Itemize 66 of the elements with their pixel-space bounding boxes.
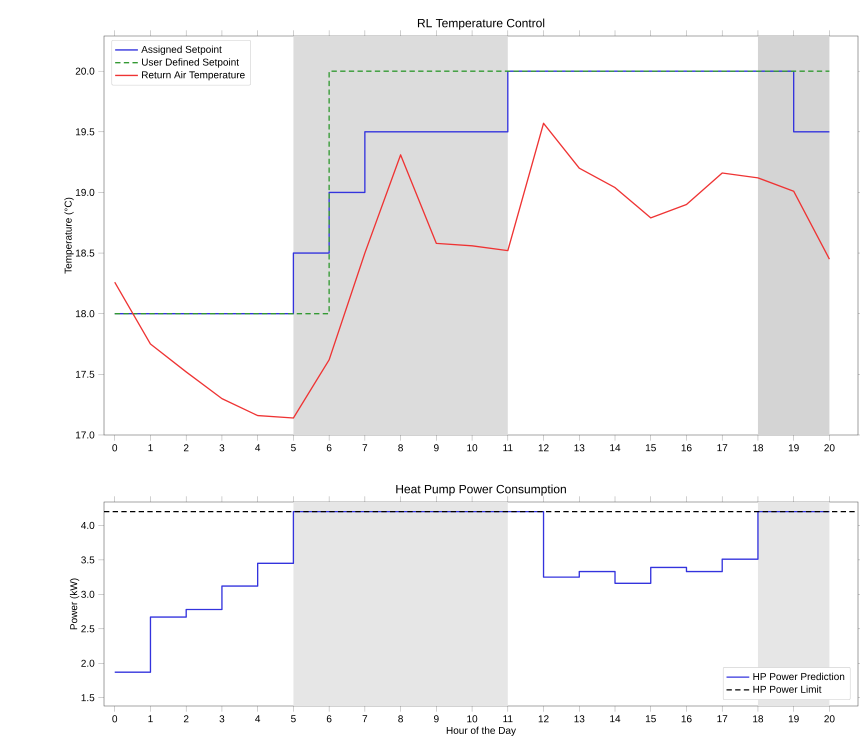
x-tick-label: 13 <box>574 444 584 452</box>
x-tick-label: 8 <box>398 715 403 722</box>
x-tick-label: 1 <box>148 444 153 452</box>
x-tick-label: 12 <box>538 715 549 722</box>
y-tick-label: 20.0 <box>76 68 94 75</box>
x-tick-label: 2 <box>184 444 188 452</box>
x-tick-label: 5 <box>291 444 296 452</box>
y-tick-label: 18.0 <box>76 310 94 318</box>
x-tick-label: 8 <box>398 444 403 452</box>
x-tick-label: 11 <box>503 444 513 452</box>
x-tick-label: 19 <box>788 444 799 452</box>
x-tick-label: 4 <box>255 715 260 722</box>
y-tick-label: 17.0 <box>76 431 94 439</box>
x-tick-label: 1 <box>148 715 153 722</box>
x-tick-label: 7 <box>362 715 368 722</box>
legend-label: HP Power Limit <box>753 686 822 693</box>
x-tick-label: 6 <box>326 715 332 722</box>
y-tick-label: 3.5 <box>81 556 94 564</box>
chart-title: Heat Pump Power Consumption <box>396 484 566 496</box>
x-tick-label: 10 <box>467 444 478 452</box>
x-tick-label: 11 <box>503 715 513 722</box>
x-tick-label: 10 <box>467 715 478 722</box>
y-tick-label: 2.0 <box>81 660 94 667</box>
x-tick-label: 12 <box>538 444 549 452</box>
y-tick-label: 3.0 <box>81 590 94 598</box>
y-tick-label: 19.0 <box>76 188 94 196</box>
x-tick-label: 3 <box>220 715 224 722</box>
x-tick-label: 4 <box>255 444 260 452</box>
x-tick-label: 5 <box>291 715 296 722</box>
y-tick-label: 19.5 <box>76 128 94 136</box>
x-tick-label: 18 <box>753 444 764 452</box>
x-tick-label: 7 <box>362 444 368 452</box>
y-tick-label: 18.5 <box>76 250 94 257</box>
line-series <box>114 122 830 419</box>
x-tick-label: 0 <box>112 715 118 722</box>
y-axis-title: Temperature (°C) <box>64 198 74 274</box>
y-tick-label: 1.5 <box>82 694 94 702</box>
y-tick-label: 4.0 <box>81 522 94 529</box>
legend-label: Assigned Setpoint <box>141 46 222 55</box>
x-axis-title: Hour of the Day <box>446 726 516 736</box>
legend-label: User Defined Setpoint <box>142 58 239 68</box>
x-tick-label: 6 <box>326 444 332 452</box>
x-tick-label: 16 <box>682 715 692 722</box>
x-tick-label: 14 <box>610 444 620 452</box>
x-tick-label: 19 <box>788 715 799 722</box>
x-tick-label: 3 <box>220 444 224 452</box>
y-tick-label: 2.5 <box>81 625 94 632</box>
x-tick-label: 17 <box>717 715 728 722</box>
x-tick-label: 20 <box>824 715 835 722</box>
x-tick-label: 9 <box>434 444 439 452</box>
legend-label: Return Air Temperature <box>142 71 245 80</box>
x-tick-label: 15 <box>646 444 656 452</box>
x-tick-label: 20 <box>824 444 835 452</box>
legend-label: HP Power Prediction <box>753 672 844 680</box>
y-tick-label: 17.5 <box>76 370 94 378</box>
x-tick-label: 18 <box>753 715 764 722</box>
x-tick-label: 2 <box>184 715 188 722</box>
x-tick-label: 0 <box>112 444 118 452</box>
x-tick-label: 15 <box>646 715 656 722</box>
x-tick-label: 9 <box>434 715 439 722</box>
x-tick-label: 13 <box>574 715 584 722</box>
chart-title: RL Temperature Control <box>418 18 544 30</box>
x-tick-label: 17 <box>717 444 728 452</box>
x-tick-label: 14 <box>610 715 620 722</box>
y-axis-title: Power (kW) <box>70 578 80 630</box>
x-tick-label: 16 <box>682 444 692 452</box>
